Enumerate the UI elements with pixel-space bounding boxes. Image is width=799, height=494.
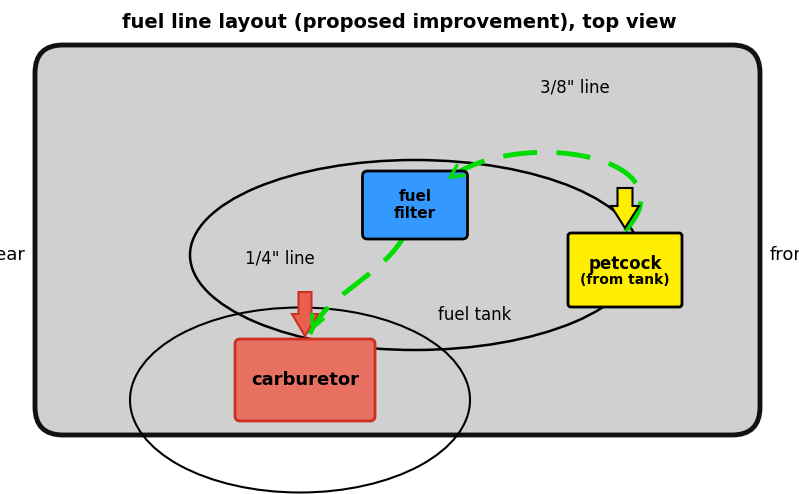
FancyBboxPatch shape	[35, 45, 760, 435]
Text: carburetor: carburetor	[251, 371, 359, 389]
FancyBboxPatch shape	[235, 339, 375, 421]
Text: front: front	[770, 246, 799, 264]
Text: petcock: petcock	[588, 255, 662, 273]
Text: (from tank): (from tank)	[580, 273, 670, 287]
Text: rear: rear	[0, 246, 25, 264]
Text: fuel tank: fuel tank	[439, 306, 511, 324]
FancyBboxPatch shape	[363, 171, 467, 239]
Text: 1/4" line: 1/4" line	[245, 249, 315, 267]
FancyBboxPatch shape	[568, 233, 682, 307]
Text: fuel line layout (proposed improvement), top view: fuel line layout (proposed improvement),…	[122, 12, 677, 32]
FancyArrow shape	[611, 188, 639, 228]
FancyArrow shape	[292, 292, 318, 336]
Text: 3/8" line: 3/8" line	[540, 79, 610, 97]
Text: fuel
filter: fuel filter	[394, 189, 436, 221]
